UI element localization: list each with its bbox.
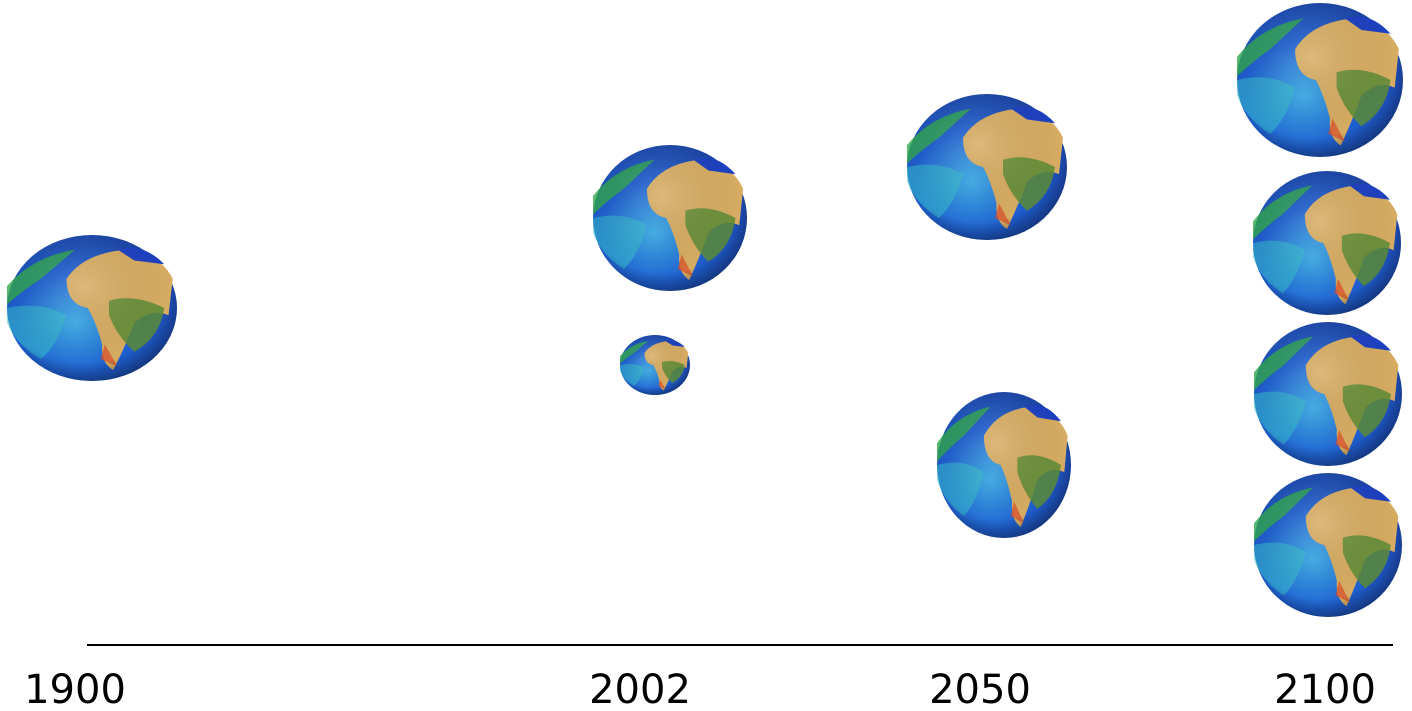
- globe: [1237, 3, 1403, 157]
- globes: [7, 3, 1403, 617]
- globe: [1253, 171, 1401, 315]
- globe: [620, 335, 690, 395]
- globe: [937, 392, 1071, 538]
- year-label: 2002: [589, 667, 691, 711]
- globe: [1254, 322, 1402, 466]
- globe: [593, 145, 747, 291]
- year-label: 2100: [1274, 667, 1376, 711]
- year-label: 1900: [24, 667, 126, 711]
- globe: [7, 235, 177, 381]
- year-label: 2050: [929, 667, 1031, 711]
- globe: [907, 94, 1067, 240]
- globe: [1254, 473, 1402, 617]
